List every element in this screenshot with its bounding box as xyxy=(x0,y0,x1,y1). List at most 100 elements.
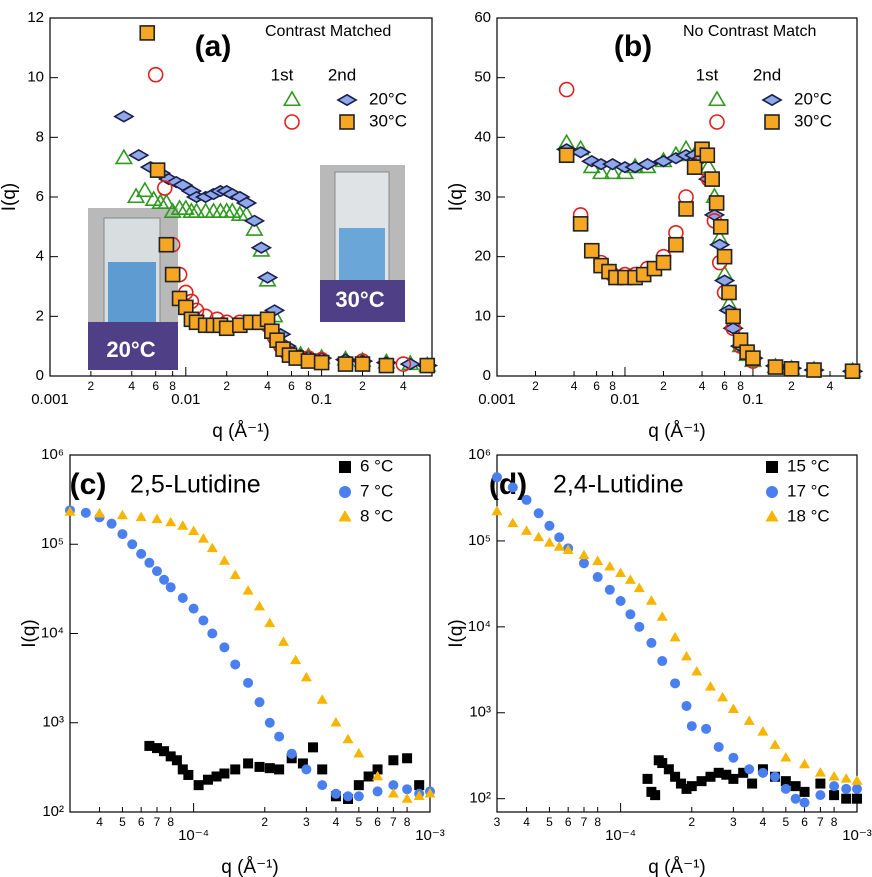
point xyxy=(657,758,668,769)
point xyxy=(543,537,555,547)
point xyxy=(144,740,155,751)
x-tick-label: 2 xyxy=(688,815,695,829)
x-tick-label: 6 xyxy=(593,379,600,393)
point xyxy=(64,506,76,516)
point xyxy=(353,791,364,802)
legend-marker xyxy=(338,510,352,522)
x-tick-label: 0.01 xyxy=(610,391,639,408)
point xyxy=(636,158,659,171)
x-tick-label: 8 xyxy=(169,379,176,393)
point xyxy=(562,544,574,554)
vial-contents xyxy=(108,262,156,328)
x-tick-label: 4 xyxy=(400,379,407,393)
point xyxy=(708,195,725,211)
point xyxy=(230,764,241,775)
x-tick-label: 2 xyxy=(261,815,268,829)
point xyxy=(165,751,176,762)
x-tick-label: 4 xyxy=(523,815,530,829)
point xyxy=(297,758,308,769)
point xyxy=(245,220,264,236)
y-tick-label: 6 xyxy=(36,188,44,205)
point xyxy=(197,533,209,543)
y-tick-label: 10⁶ xyxy=(468,446,491,463)
point xyxy=(149,162,166,178)
point xyxy=(165,516,177,527)
point xyxy=(330,717,342,727)
point xyxy=(159,746,170,757)
point xyxy=(402,784,413,795)
x-tick-label: 2 xyxy=(788,379,795,393)
point xyxy=(401,793,413,803)
point xyxy=(317,780,328,791)
x-tick-label: 8 xyxy=(305,379,312,393)
point xyxy=(558,81,575,98)
point xyxy=(721,284,737,301)
point xyxy=(686,159,703,175)
y-tick-label: 10⁵ xyxy=(468,532,491,549)
point xyxy=(308,742,319,753)
point xyxy=(419,357,436,374)
x-tick-label: 3 xyxy=(494,815,501,829)
point xyxy=(242,585,254,595)
point xyxy=(388,780,399,791)
point xyxy=(725,308,741,325)
point xyxy=(701,723,712,734)
point xyxy=(235,196,258,210)
point xyxy=(128,149,150,162)
point xyxy=(114,148,133,165)
point xyxy=(681,783,692,794)
point xyxy=(745,350,761,366)
legend-marker xyxy=(709,114,725,130)
inset-photo: 20°C xyxy=(88,208,178,370)
y-tick-label: 8 xyxy=(36,128,44,145)
point xyxy=(330,788,341,799)
point xyxy=(744,764,755,775)
photo-base xyxy=(320,280,405,322)
y-tick-label: 12 xyxy=(27,9,44,26)
x-tick-label: 2 xyxy=(88,379,95,393)
point xyxy=(790,793,801,804)
x-tick-label: 3 xyxy=(730,815,737,829)
point xyxy=(615,595,626,606)
point xyxy=(799,786,810,797)
point xyxy=(634,621,645,632)
x-tick-label: 6 xyxy=(138,815,145,829)
y-tick-label: 50 xyxy=(474,69,491,86)
legend-marker xyxy=(766,461,778,473)
point xyxy=(780,751,792,762)
panel-subtitle: 2,5-Lutidine xyxy=(130,471,261,499)
point xyxy=(206,542,218,553)
point xyxy=(670,678,681,689)
x-tick-label: 6 xyxy=(565,815,572,829)
y-tick-label: 60 xyxy=(474,9,491,26)
legend-label: 8 °C xyxy=(360,506,393,525)
point xyxy=(592,555,604,565)
point xyxy=(578,558,589,569)
point xyxy=(387,788,399,798)
x-axis-label: q (Å⁻¹) xyxy=(221,857,279,877)
y-tick-label: 10² xyxy=(469,790,491,807)
point xyxy=(712,219,729,235)
point xyxy=(669,631,681,642)
x-tick-label: 6 xyxy=(721,379,728,393)
point xyxy=(686,781,697,792)
y-tick-label: 0 xyxy=(483,367,491,384)
point xyxy=(301,764,312,775)
y-axis-label: I(q) xyxy=(446,183,467,212)
legend-label: 20°C xyxy=(794,89,832,108)
point xyxy=(243,758,254,769)
y-tick-label: 10² xyxy=(42,803,64,820)
point xyxy=(829,781,840,792)
panel-subtitle: Contrast Matched xyxy=(265,23,391,40)
point xyxy=(342,733,354,744)
point xyxy=(646,637,657,648)
point xyxy=(841,793,852,804)
x-tick-label: 7 xyxy=(581,815,588,829)
x-tick-label: 10⁻³ xyxy=(415,827,445,844)
point xyxy=(615,567,627,578)
x-tick-label: 5 xyxy=(546,815,553,829)
x-tick-label: 8 xyxy=(594,815,601,829)
point xyxy=(704,681,716,691)
y-tick-label: 10 xyxy=(27,69,44,86)
